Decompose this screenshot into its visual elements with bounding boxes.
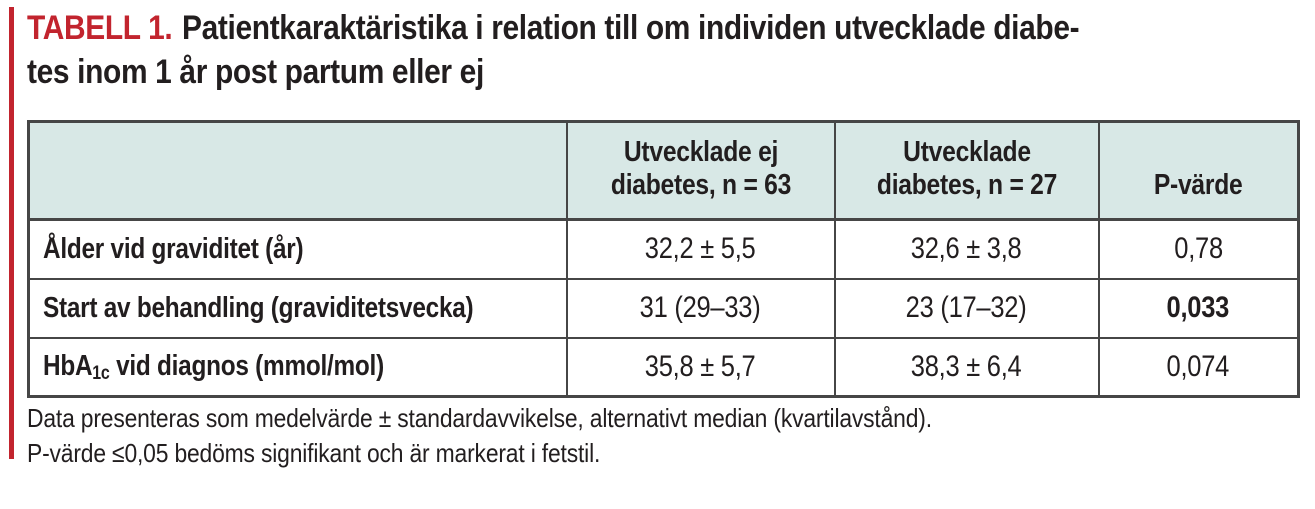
p-value-treatment-start: 0,033 [1097,277,1300,339]
table-body: Ålder vid graviditet (år) 32,2 ± 5,5 32,… [27,218,1300,398]
p-value-hba1c: 0,074 [1097,336,1300,398]
header-row: Utvecklade ej diabetes, n = 63 Utvecklad… [27,120,1300,221]
title-line1-text: Patientkaraktäristika i relation till om… [182,9,1080,47]
table-header: Utvecklade ej diabetes, n = 63 Utvecklad… [27,120,1300,221]
table-row-age: Ålder vid graviditet (år) 32,2 ± 5,5 32,… [27,218,1300,280]
footnote-2: P-värde ≤0,05 bedöms signifikant och är … [27,438,601,468]
footnote-1: Data presenteras som medelvärde ± standa… [27,403,932,433]
value-hba1c-no-diabetes: 35,8 ± 5,7 [565,336,836,398]
column-header-diabetes-line2: diabetes, n = 27 [876,169,1057,201]
value-treatment-start-no-diabetes: 31 (29–33) [565,277,836,339]
patient-characteristics-table: Utvecklade ej diabetes, n = 63 Utvecklad… [27,120,1300,398]
row-label-treatment-start: Start av behandling (graviditetsvecka) [27,277,568,339]
title-line1: TABELL 1. Patientkaraktäristika i relatio… [27,6,1080,50]
table-footnotes: Data presenteras som medelvärde ± standa… [27,401,932,471]
p-value-age: 0,78 [1097,218,1300,280]
red-accent-bar [9,7,14,459]
column-header-p-value: P-värde [1097,120,1300,221]
value-age-diabetes: 32,6 ± 3,8 [833,218,1100,280]
table-row-hba1c: HbA1c vid diagnos (mmol/mol) 35,8 ± 5,7 … [27,336,1300,398]
table-number-label: TABELL 1. [27,9,173,47]
row-label-hba1c: HbA1c vid diagnos (mmol/mol) [27,336,568,398]
column-header-no-diabetes-line1: Utvecklade ej [623,136,778,168]
value-treatment-start-diabetes: 23 (17–32) [833,277,1100,339]
title-line2: tes inom 1 år post partum eller ej [27,53,484,91]
column-header-diabetes-line1: Utvecklade [902,136,1031,168]
table-title: TABELL 1. Patientkaraktäristika i relatio… [27,6,1080,94]
column-header-diabetes: Utvecklade diabetes, n = 27 [833,120,1100,221]
column-header-no-diabetes-line2: diabetes, n = 63 [610,169,791,201]
value-hba1c-diabetes: 38,3 ± 6,4 [833,336,1100,398]
value-age-no-diabetes: 32,2 ± 5,5 [565,218,836,280]
column-header-empty [27,120,568,221]
row-label-age: Ålder vid graviditet (år) [27,218,568,280]
column-header-no-diabetes: Utvecklade ej diabetes, n = 63 [565,120,836,221]
table-row-treatment-start: Start av behandling (graviditetsvecka) 3… [27,277,1300,339]
column-header-p-value-line2: P-värde [1153,169,1243,201]
